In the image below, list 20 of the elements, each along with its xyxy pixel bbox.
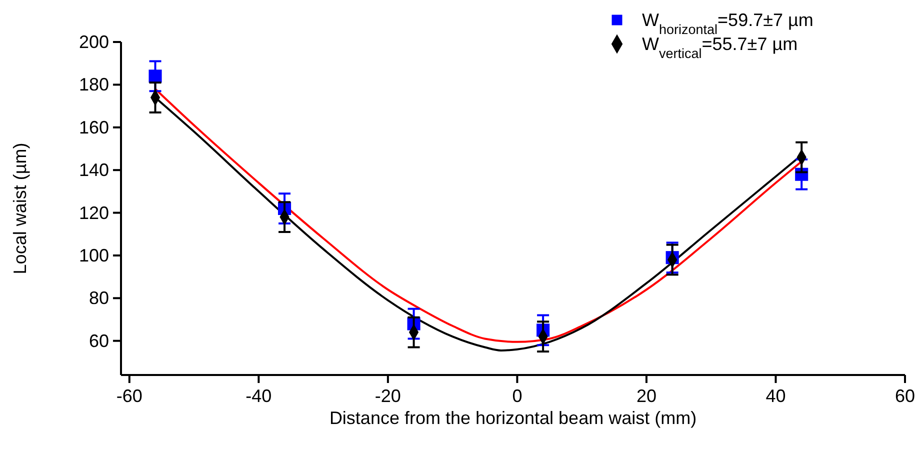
legend-label: W$_{vertical}$=55.7±7 µm bbox=[642, 34, 798, 60]
point bbox=[148, 70, 162, 83]
legend-label: W$_{horizontal}$=59.7±7 µm bbox=[642, 10, 814, 36]
x-tick-label: 0 bbox=[512, 386, 522, 406]
y-tick-label: 160 bbox=[78, 117, 109, 138]
y-tick-label: 200 bbox=[78, 32, 109, 52]
y-tick-label: 120 bbox=[78, 202, 109, 223]
x-axis-title: Distance from the horizontal beam waist (mm) bbox=[329, 408, 697, 428]
x-tick-label: 40 bbox=[766, 386, 786, 406]
y-tick-label: 180 bbox=[78, 74, 109, 95]
y-tick-label: 100 bbox=[78, 245, 109, 266]
x-tick-label: -40 bbox=[246, 386, 272, 406]
x-tick-label: 20 bbox=[636, 386, 656, 406]
x-tick-label: -20 bbox=[374, 386, 401, 406]
y-axis-title: Local waist (µm) bbox=[10, 142, 30, 274]
y-tick-label: 80 bbox=[88, 288, 109, 308]
y-tick-label: 140 bbox=[78, 160, 109, 180]
y-tick-label: 60 bbox=[88, 330, 109, 351]
x-tick-label: 60 bbox=[894, 386, 916, 406]
x-tick-label: -60 bbox=[116, 386, 142, 406]
